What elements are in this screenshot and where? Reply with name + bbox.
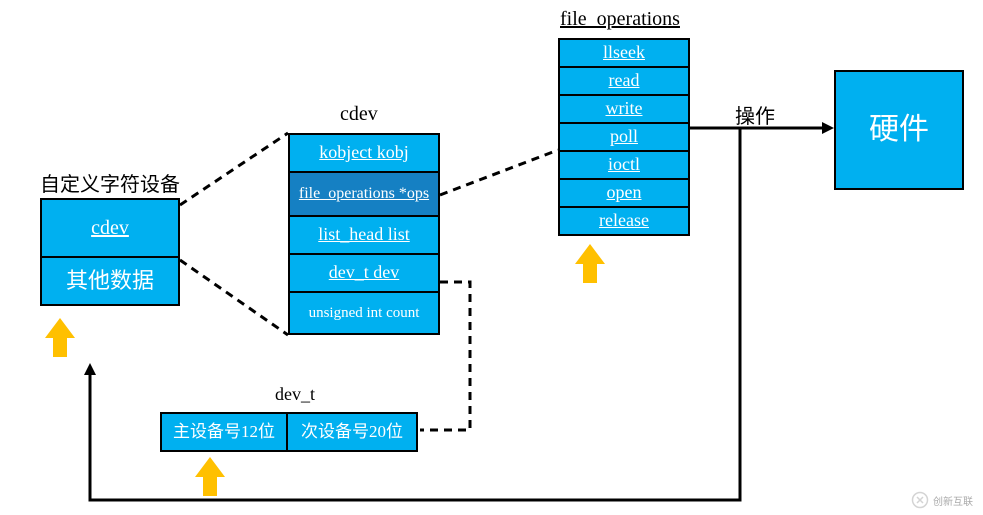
fileops-cell-write: write [558,94,690,124]
cdev-cell-fops: file_operations *ops [288,171,440,217]
cdev-box: kobject kobj file_operations *ops list_h… [288,133,440,335]
fileops-cell-open: open [558,178,690,208]
custom-device-box: cdev 其他数据 [40,198,180,306]
edge-label-operate: 操作 [735,100,775,129]
custom-device-arrow-icon [45,318,75,358]
fileops-cell-llseek: llseek [558,38,690,68]
devt-cell-minor: 次设备号20位 [286,412,418,452]
custom-device-title: 自定义字符设备 [40,168,180,197]
watermark-icon [911,491,929,509]
devt-cell-major: 主设备号12位 [160,412,288,452]
cdev-cell-list: list_head list [288,215,440,255]
cdev-cell-kobject: kobject kobj [288,133,440,173]
devt-box: 主设备号12位 次设备号20位 [160,412,420,452]
fileops-cell-poll: poll [558,122,690,152]
devt-arrow-icon [195,457,225,497]
cdev-title: cdev [340,103,378,126]
watermark-text: 创新互联 [933,493,973,508]
devt-title: dev_t [275,384,315,405]
fileops-arrow-icon [575,244,605,284]
fileops-cell-release: release [558,206,690,236]
hardware-box: 硬件 [834,70,964,190]
custom-device-cell-cdev: cdev [40,198,180,258]
fileops-cell-ioctl: ioctl [558,150,690,180]
custom-device-cell-other: 其他数据 [40,256,180,306]
watermark: 创新互联 [911,491,973,509]
cdev-cell-count: unsigned int count [288,291,440,335]
fileops-box: llseek read write poll ioctl open releas… [558,38,690,236]
cdev-cell-devt: dev_t dev [288,253,440,293]
fileops-cell-read: read [558,66,690,96]
fileops-title: file_operations [560,8,680,31]
